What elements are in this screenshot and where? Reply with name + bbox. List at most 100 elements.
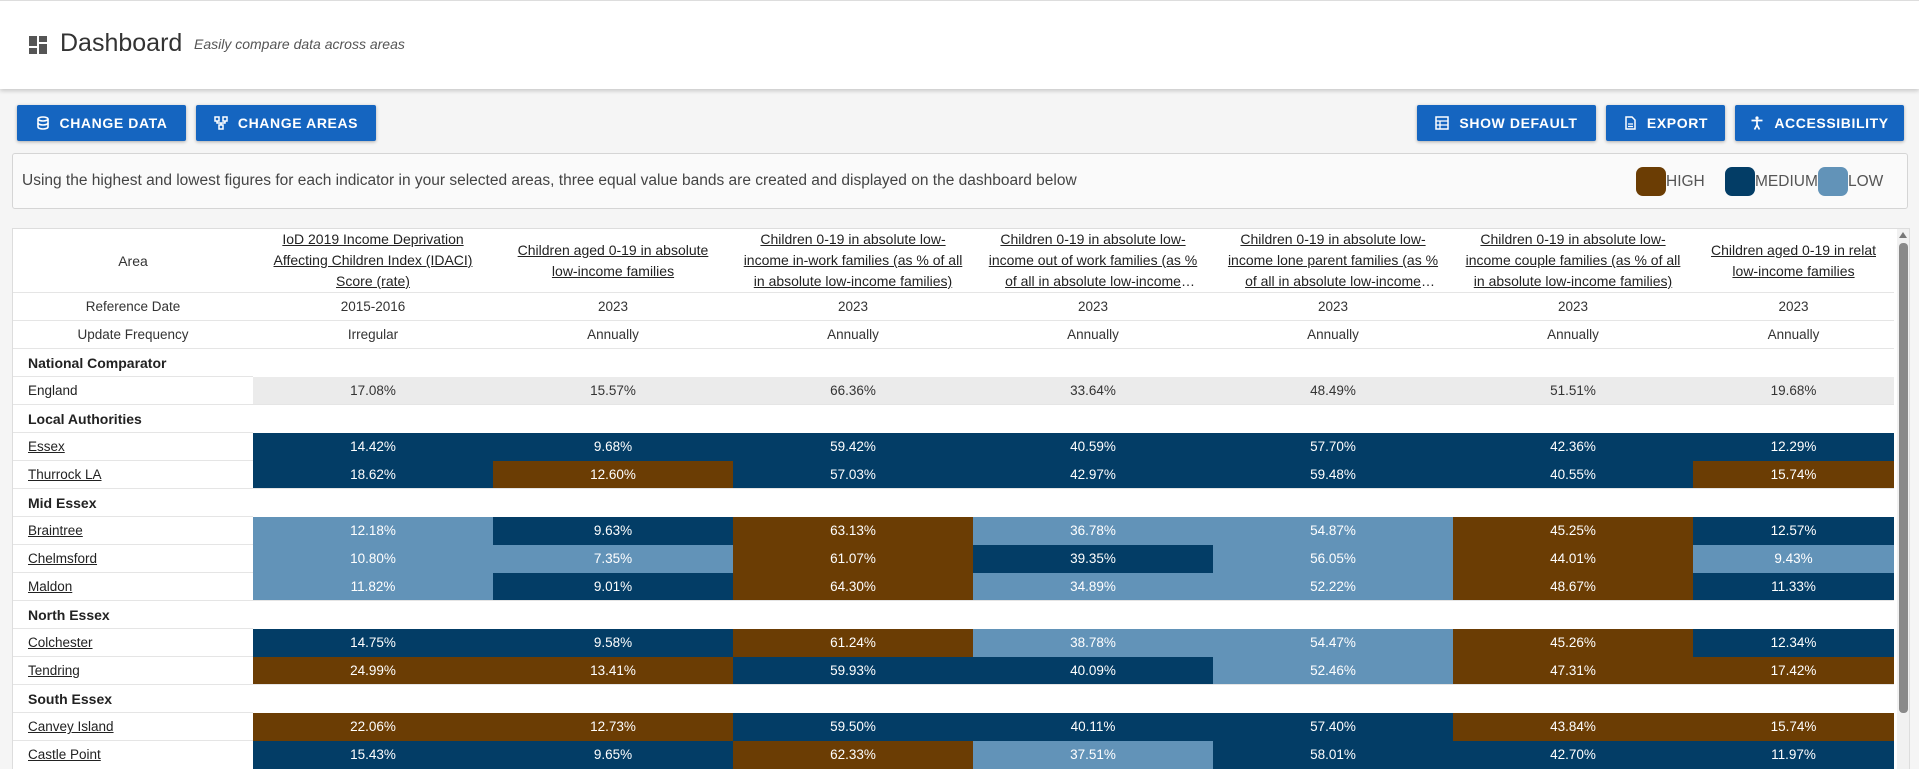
update-frequency-row: Update Frequency Irregular Annually Annu… bbox=[13, 320, 1894, 349]
legend-label-medium: MEDIUM bbox=[1755, 172, 1818, 190]
value-cell: 17.42% bbox=[1693, 656, 1894, 685]
area-name[interactable]: Colchester bbox=[13, 628, 253, 657]
change-areas-label: CHANGE AREAS bbox=[237, 115, 359, 131]
value-cell: 48.49% bbox=[1213, 376, 1453, 405]
dashboard-table: Area IoD 2019 Income Deprivation Affecti… bbox=[13, 229, 1894, 769]
vertical-scrollbar[interactable] bbox=[1897, 229, 1909, 769]
value-cell: 33.64% bbox=[973, 376, 1213, 405]
table-row: Essex 14.42% 9.68% 59.42% 40.59% 57.70% 42.36%… bbox=[13, 432, 1894, 461]
indicator-header-row: Area IoD 2019 Income Deprivation Affecti… bbox=[13, 229, 1894, 293]
value-cell: 24.99% bbox=[253, 656, 493, 685]
scrollbar-thumb[interactable] bbox=[1899, 243, 1908, 713]
update-frequency: Annually bbox=[1213, 320, 1453, 349]
database-icon bbox=[36, 116, 49, 130]
indicator-header[interactable]: Children 0-19 in absolute low-income cou… bbox=[1453, 229, 1693, 293]
accessibility-button[interactable]: ACCESSIBILITY bbox=[1735, 105, 1904, 141]
group-name: South Essex bbox=[13, 684, 1894, 713]
table-row: Canvey Island 22.06% 12.73% 59.50% 40.11% 57.… bbox=[13, 712, 1894, 741]
group-name: North Essex bbox=[13, 600, 1894, 629]
dashboard-icon bbox=[29, 36, 47, 54]
value-cell: 57.70% bbox=[1213, 432, 1453, 461]
change-data-button[interactable]: CHANGE DATA bbox=[17, 105, 186, 141]
area-name[interactable]: Canvey Island bbox=[13, 712, 253, 741]
indicator-header-text: Children aged 0-19 in relat low-income f… bbox=[1711, 241, 1876, 279]
value-cell: 42.70% bbox=[1453, 740, 1693, 769]
table-row: Castle Point 15.43% 9.65% 62.33% 37.51% 58.01… bbox=[13, 740, 1894, 769]
value-cell: 12.34% bbox=[1693, 628, 1894, 657]
value-cell: 44.01% bbox=[1453, 544, 1693, 573]
legend-swatch-low bbox=[1818, 167, 1848, 196]
value-cell: 43.84% bbox=[1453, 712, 1693, 741]
indicator-header[interactable]: Children 0-19 in absolute low-income out… bbox=[973, 229, 1213, 293]
value-cell: 12.57% bbox=[1693, 516, 1894, 545]
table-row: Colchester 14.75% 9.58% 61.24% 38.78% 54.47% 4… bbox=[13, 628, 1894, 657]
value-cell: 34.89% bbox=[973, 572, 1213, 601]
reference-date: 2015-2016 bbox=[253, 292, 493, 321]
area-name[interactable]: Tendring bbox=[13, 656, 253, 685]
indicator-header[interactable]: Children aged 0-19 in absolute low-incom… bbox=[493, 229, 733, 293]
value-cell: 54.47% bbox=[1213, 628, 1453, 657]
value-cell: 9.43% bbox=[1693, 544, 1894, 573]
area-name[interactable]: Maldon bbox=[13, 572, 253, 601]
update-frequency: Irregular bbox=[253, 320, 493, 349]
value-cell: 15.74% bbox=[1693, 460, 1894, 489]
value-cell: 40.11% bbox=[973, 712, 1213, 741]
accessibility-label: ACCESSIBILITY bbox=[1774, 115, 1889, 131]
info-banner: Using the highest and lowest figures for… bbox=[12, 153, 1908, 209]
group-name: National Comparator bbox=[13, 348, 1894, 377]
value-cell: 14.75% bbox=[253, 628, 493, 657]
table-icon bbox=[1435, 116, 1450, 130]
value-cell: 11.97% bbox=[1693, 740, 1894, 769]
reference-date: 2023 bbox=[1693, 292, 1894, 321]
value-cell: 62.33% bbox=[733, 740, 973, 769]
indicator-header[interactable]: Children aged 0-19 in relat low-income f… bbox=[1693, 229, 1894, 293]
export-button[interactable]: EXPORT bbox=[1606, 105, 1725, 141]
value-cell: 45.26% bbox=[1453, 628, 1693, 657]
scroll-up-arrow-icon[interactable] bbox=[1899, 232, 1907, 238]
value-cell: 13.41% bbox=[493, 656, 733, 685]
value-cell: 17.08% bbox=[253, 376, 493, 405]
legend-low: LOW bbox=[1818, 167, 1883, 196]
value-cell: 15.43% bbox=[253, 740, 493, 769]
value-cell: 10.80% bbox=[253, 544, 493, 573]
value-cell: 12.29% bbox=[1693, 432, 1894, 461]
value-cell: 42.97% bbox=[973, 460, 1213, 489]
group-header-row: National Comparator bbox=[13, 348, 1894, 377]
value-cell: 51.51% bbox=[1453, 376, 1693, 405]
value-cell: 63.13% bbox=[733, 516, 973, 545]
reference-date-row: Reference Date 2015-2016 2023 2023 2023 … bbox=[13, 292, 1894, 321]
reference-date: 2023 bbox=[493, 292, 733, 321]
area-name[interactable]: Castle Point bbox=[13, 740, 253, 769]
indicator-header[interactable]: Children 0-19 in absolute low-income in-… bbox=[733, 229, 973, 293]
update-frequency: Annually bbox=[973, 320, 1213, 349]
legend-high: HIGH bbox=[1636, 167, 1705, 196]
value-cell: 22.06% bbox=[253, 712, 493, 741]
area-name[interactable]: Thurrock LA bbox=[13, 460, 253, 489]
show-default-button[interactable]: SHOW DEFAULT bbox=[1417, 105, 1596, 141]
value-cell: 12.18% bbox=[253, 516, 493, 545]
area-name[interactable]: Chelmsford bbox=[13, 544, 253, 573]
table-row: Chelmsford 10.80% 7.35% 61.07% 39.35% 56.05% 4… bbox=[13, 544, 1894, 573]
reference-date: 2023 bbox=[1213, 292, 1453, 321]
area-name[interactable]: Braintree bbox=[13, 516, 253, 545]
group-header-row: Mid Essex bbox=[13, 488, 1894, 517]
value-cell: 59.42% bbox=[733, 432, 973, 461]
value-cell: 14.42% bbox=[253, 432, 493, 461]
indicator-header[interactable]: IoD 2019 Income Deprivation Affecting Ch… bbox=[253, 229, 493, 293]
page-title: Dashboard bbox=[60, 29, 183, 57]
table-row: Braintree 12.18% 9.63% 63.13% 36.78% 54.87% 45… bbox=[13, 516, 1894, 545]
indicator-header-text: Children 0-19 in absolute low-income cou… bbox=[1465, 231, 1681, 289]
page-subtitle: Easily compare data across areas bbox=[194, 36, 405, 52]
change-areas-button[interactable]: CHANGE AREAS bbox=[196, 105, 376, 141]
value-cell: 64.30% bbox=[733, 572, 973, 601]
areas-icon bbox=[214, 116, 228, 130]
dashboard-table-container: Area IoD 2019 Income Deprivation Affecti… bbox=[12, 228, 1910, 769]
indicator-header-text: Children 0-19 in absolute low-income lon… bbox=[1227, 231, 1439, 289]
indicator-header[interactable]: Children 0-19 in absolute low-income lon… bbox=[1213, 229, 1453, 293]
value-cell: 9.58% bbox=[493, 628, 733, 657]
value-cell: 42.36% bbox=[1453, 432, 1693, 461]
value-cell: 56.05% bbox=[1213, 544, 1453, 573]
indicator-header-text: Children 0-19 in absolute low-income in-… bbox=[743, 231, 963, 289]
area-name[interactable]: Essex bbox=[13, 432, 253, 461]
value-cell: 54.87% bbox=[1213, 516, 1453, 545]
